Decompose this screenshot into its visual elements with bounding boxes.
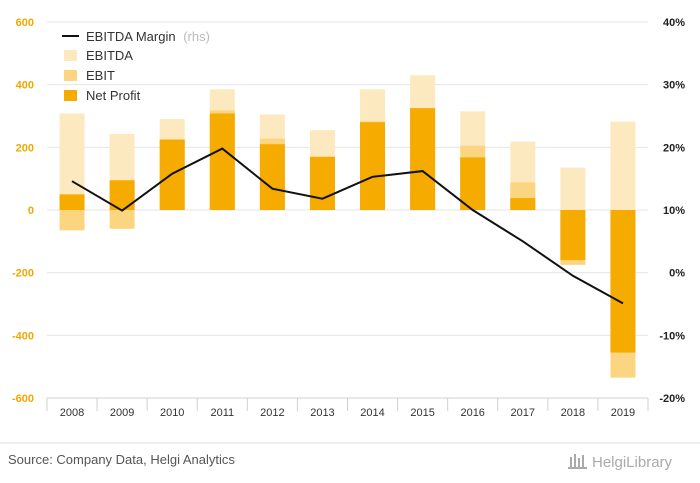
- y2-tick-label: 0%: [669, 268, 685, 280]
- source-note: Source: Company Data, Helgi Analytics: [8, 452, 235, 467]
- legend-margin-label: EBITDA Margin (rhs): [86, 29, 210, 44]
- y-tick-label: 0: [28, 205, 34, 217]
- x-tick-label: 2017: [511, 407, 535, 419]
- ebit-bar: [109, 210, 135, 229]
- ebitda-bar: [610, 121, 636, 210]
- legend-ebit-label: EBIT: [86, 68, 115, 83]
- y-tick-label: -200: [12, 268, 34, 280]
- x-tick-label: 2019: [611, 407, 635, 419]
- net-profit-bar: [560, 210, 586, 261]
- x-axis: 2008 2009 2010 2011 2012 2013 2014 2015 2016 2017…: [46, 397, 649, 419]
- x-tick-label: 2018: [561, 407, 585, 419]
- net-profit-bar: [360, 122, 386, 210]
- x-tick-label: 2010: [160, 407, 184, 419]
- brand-logo: HelgiLibrary: [568, 454, 673, 471]
- y-tick-label: -600: [12, 393, 34, 405]
- legend-ebitda-label: EBITDA: [86, 48, 133, 63]
- legend-ebitda-swatch: [64, 50, 77, 61]
- y-tick-label: 400: [16, 80, 34, 92]
- x-tick-label: 2015: [410, 407, 434, 419]
- y-tick-label: 600: [16, 17, 34, 29]
- brand-name: HelgiLibrary: [592, 454, 673, 471]
- ebitda-bar: [59, 113, 85, 210]
- y-tick-label: 200: [16, 142, 34, 154]
- legend: EBITDA Margin (rhs) EBITDA EBIT Net Prof…: [62, 29, 210, 103]
- net-profit-bars: [59, 108, 636, 353]
- ebitda-bar: [560, 167, 586, 210]
- net-profit-bar: [209, 113, 235, 210]
- net-profit-bar: [309, 156, 335, 210]
- x-tick-label: 2014: [360, 407, 384, 419]
- net-profit-bar: [610, 210, 636, 353]
- ebitda-margin-line-group: [71, 147, 624, 305]
- library-icon: [568, 454, 587, 469]
- x-tick-label: 2016: [460, 407, 484, 419]
- y2-tick-label: 30%: [663, 80, 685, 92]
- x-tick-label: 2008: [60, 407, 84, 419]
- y2-tick-label: 40%: [663, 17, 685, 29]
- x-tick-label: 2013: [310, 407, 334, 419]
- ebit-bar: [59, 210, 85, 231]
- net-profit-bar: [259, 144, 285, 210]
- y-tick-label: -400: [12, 330, 34, 342]
- left-axis: 600 400 200 0 -200 -400 -600: [12, 17, 34, 405]
- legend-net-profit-swatch: [64, 90, 77, 101]
- ebitda-bars: [59, 75, 636, 211]
- right-axis: 40% 30% 20% 10% 0% -10% -20%: [659, 17, 685, 405]
- ebitda-margin-line: [71, 147, 624, 305]
- x-tick-label: 2012: [260, 407, 284, 419]
- y2-tick-label: -20%: [659, 393, 685, 405]
- y2-tick-label: 20%: [663, 142, 685, 154]
- x-tick-label: 2011: [210, 407, 234, 419]
- x-tick-label: 2009: [110, 407, 134, 419]
- net-profit-bar: [510, 198, 536, 210]
- ebit-bars: [59, 108, 636, 378]
- y2-tick-label: 10%: [663, 205, 685, 217]
- y2-tick-label: -10%: [659, 330, 685, 342]
- net-profit-bar: [410, 108, 436, 210]
- net-profit-bar: [460, 157, 486, 210]
- net-profit-bar: [59, 194, 85, 210]
- legend-ebit-swatch: [64, 70, 77, 81]
- legend-net-profit-label: Net Profit: [86, 88, 141, 103]
- gridlines: [47, 21, 648, 399]
